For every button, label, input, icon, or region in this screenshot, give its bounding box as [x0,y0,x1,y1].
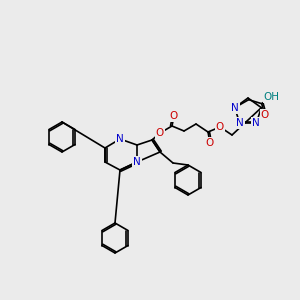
Text: N: N [236,118,244,128]
Text: O: O [206,138,214,148]
Text: OH: OH [264,92,280,102]
Text: O: O [216,122,224,132]
Text: N: N [116,134,124,144]
Text: O: O [261,110,269,120]
Text: O: O [156,128,164,138]
Text: N: N [231,103,239,113]
Text: N: N [133,157,141,167]
Text: O: O [170,111,178,121]
Text: N: N [252,118,260,128]
